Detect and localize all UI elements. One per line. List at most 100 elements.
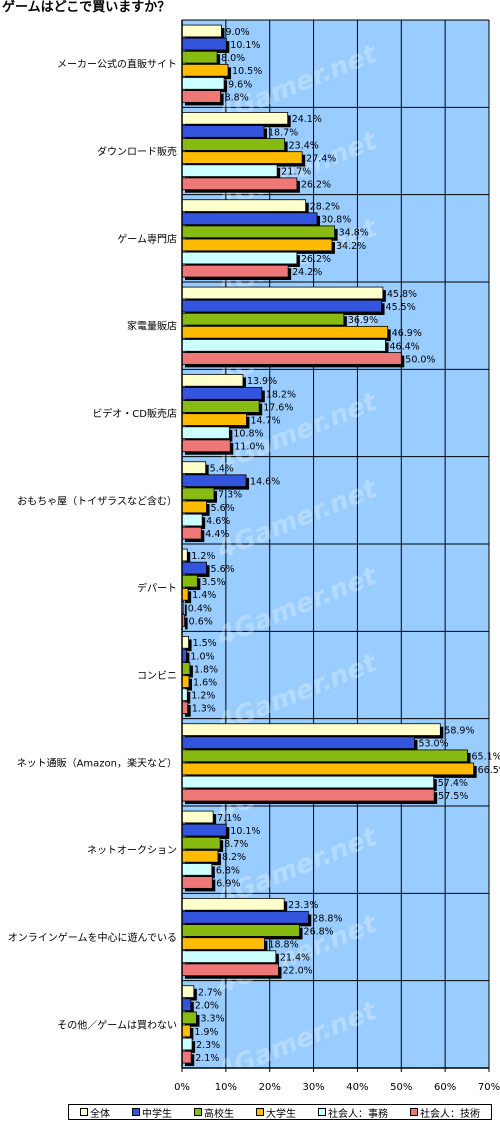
bar [181, 924, 300, 937]
data-label: 24.2% [292, 267, 322, 278]
bar [181, 1024, 191, 1038]
bar [181, 863, 213, 876]
data-label: 5.6% [211, 564, 235, 575]
bar [181, 125, 265, 138]
bar [181, 985, 195, 998]
data-label: 11.0% [234, 442, 264, 453]
data-label: 4.4% [205, 529, 229, 540]
bar [181, 413, 247, 426]
data-label: 28.8% [312, 913, 342, 924]
bar [181, 24, 222, 38]
data-label: 24.1% [292, 114, 322, 125]
data-label: 22.0% [282, 966, 312, 977]
x-tick-labels: 0% 10% 20% 30% 40% 50% 60% 70% [174, 1068, 500, 1093]
data-label: 2.0% [195, 1001, 219, 1012]
bar [181, 461, 207, 474]
category-label: 家電量販店 [127, 320, 177, 333]
data-label: 9.0% [225, 27, 249, 38]
legend-label: 中学生 [142, 1108, 172, 1120]
bar [181, 238, 333, 252]
bar [181, 548, 188, 562]
bar [181, 636, 189, 649]
x-tick-label: 20% [259, 1082, 281, 1093]
bar [181, 500, 207, 514]
bar [181, 911, 309, 924]
data-label: 21.4% [280, 953, 310, 964]
data-label: 7.3% [218, 490, 242, 501]
axes [181, 19, 490, 1069]
data-label: 0.6% [189, 616, 213, 627]
data-label: 26.2% [301, 180, 331, 191]
bars: 9.0% 10.1% 8.0% 10.5% 9.6% 8.8% 24.1% 18.7% 23.4… [181, 24, 500, 1067]
legend-swatch [318, 1108, 326, 1116]
category-label: その他／ゲームは買わない [57, 1018, 177, 1031]
bar [181, 299, 382, 313]
bar [181, 749, 468, 763]
legend-label: 高校生 [204, 1108, 234, 1120]
bar-shadow [185, 604, 187, 617]
legend-item: 大学生 [256, 1105, 296, 1120]
data-label: 23.4% [289, 140, 319, 151]
data-label: 8.8% [225, 92, 249, 103]
bar [181, 574, 198, 588]
data-label: 5.6% [211, 503, 235, 514]
legend-item: 中学生 [132, 1105, 172, 1120]
data-label: 18.2% [266, 389, 296, 400]
bar [181, 963, 279, 977]
data-label: 21.7% [281, 167, 311, 178]
bar [181, 849, 219, 863]
legend-label: 大学生 [266, 1108, 296, 1120]
legend-item: 高校生 [194, 1105, 234, 1120]
bar [181, 90, 221, 103]
data-label: 57.5% [438, 791, 468, 802]
bar [181, 736, 415, 750]
data-label: 10.5% [232, 66, 262, 77]
bar [181, 325, 389, 339]
bar [181, 474, 247, 488]
bar [181, 177, 298, 191]
data-label: 46.9% [392, 328, 422, 339]
data-label: 6.9% [216, 878, 240, 889]
data-label: 17.6% [263, 402, 293, 413]
data-label: 10.8% [233, 429, 263, 440]
bar [181, 701, 189, 715]
legend-item: 社会人：事務 [318, 1105, 388, 1120]
bar [181, 723, 441, 736]
category-label: デパート [137, 582, 177, 595]
data-label: 8.2% [222, 852, 246, 863]
legend-swatch [256, 1108, 264, 1116]
data-label: 1.2% [191, 691, 215, 702]
category-label: ネットオークション [87, 845, 177, 857]
data-label: 34.8% [339, 228, 369, 239]
data-label: 1.2% [191, 551, 215, 562]
data-label: 45.8% [387, 289, 417, 300]
bar [181, 112, 289, 125]
bar [181, 898, 285, 911]
bar [181, 37, 227, 51]
data-label: 2.1% [195, 1053, 219, 1064]
category-label: オンラインゲームを中心に遊んでいる [8, 931, 177, 944]
bar [181, 251, 298, 265]
bar [181, 1011, 197, 1025]
data-label: 14.7% [250, 416, 280, 427]
data-label: 1.0% [190, 651, 214, 662]
bar [181, 836, 221, 850]
bar [181, 775, 435, 789]
bar [181, 950, 277, 963]
legend-swatch [80, 1108, 88, 1116]
category-label: コンビニ [137, 670, 177, 682]
bar [181, 662, 191, 675]
category-labels: メーカー公式の直販サイトダウンロード販売ゲーム専門店家電量販店ビデオ・CD販売店… [8, 58, 177, 1032]
bar [181, 138, 286, 151]
data-label: 65.1% [472, 752, 500, 763]
data-label: 6.8% [216, 865, 240, 876]
bar [181, 487, 215, 501]
data-label: 53.0% [418, 739, 448, 750]
legend-swatch [194, 1108, 202, 1116]
data-label: 26.2% [301, 254, 331, 265]
bar [181, 50, 218, 64]
category-label: ゲーム専門店 [117, 232, 177, 245]
bar [181, 561, 207, 575]
x-tick-label: 10% [215, 1082, 237, 1093]
